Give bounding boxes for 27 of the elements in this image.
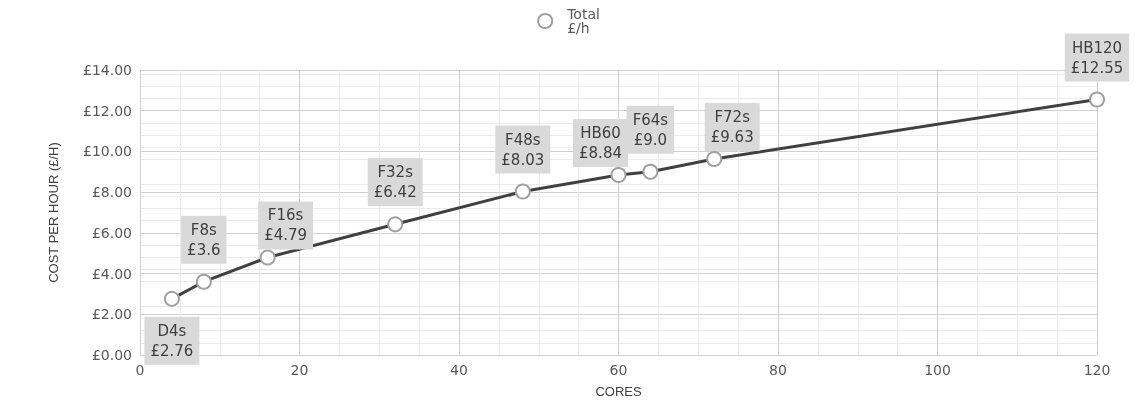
y-tick-label: £8.00 <box>91 184 132 201</box>
data-label: HB120 £12.55 <box>1070 38 1124 77</box>
y-tick-label: £14.00 <box>83 62 132 78</box>
y-tick-label: £2.00 <box>91 306 132 323</box>
data-label: HB60 £8.84 <box>579 124 622 163</box>
y-tick-label: £10.00 <box>83 143 132 160</box>
data-label: F8s £3.6 <box>187 220 221 259</box>
data-label: F32s £6.42 <box>373 163 417 202</box>
x-tick-label: 20 <box>290 362 309 378</box>
x-tick-label: 80 <box>769 362 787 378</box>
data-label: F48s £8.03 <box>501 130 545 169</box>
data-label: F72s £9.63 <box>710 107 754 146</box>
y-tick-label: £6.00 <box>91 224 132 241</box>
x-tick-label: 100 <box>924 362 951 378</box>
data-label: F16s £4.79 <box>264 206 308 245</box>
data-label: D4s £2.76 <box>150 321 194 360</box>
x-axis-title: CORES <box>595 384 642 399</box>
x-tick-label: 0 <box>135 362 145 378</box>
x-tick-label: 120 <box>1083 362 1111 378</box>
x-tick-label: 60 <box>609 362 628 378</box>
y-tick-label: £12.00 <box>83 102 132 119</box>
y-tick-label: £0.00 <box>91 347 132 363</box>
y-tick-label: £4.00 <box>91 265 132 282</box>
x-tick-label: 40 <box>450 362 468 378</box>
y-axis-title: COST PER HOUR (£/H) <box>46 142 61 283</box>
legend-label: Total £/h <box>566 6 600 36</box>
data-label: F64s £9.0 <box>632 110 669 149</box>
